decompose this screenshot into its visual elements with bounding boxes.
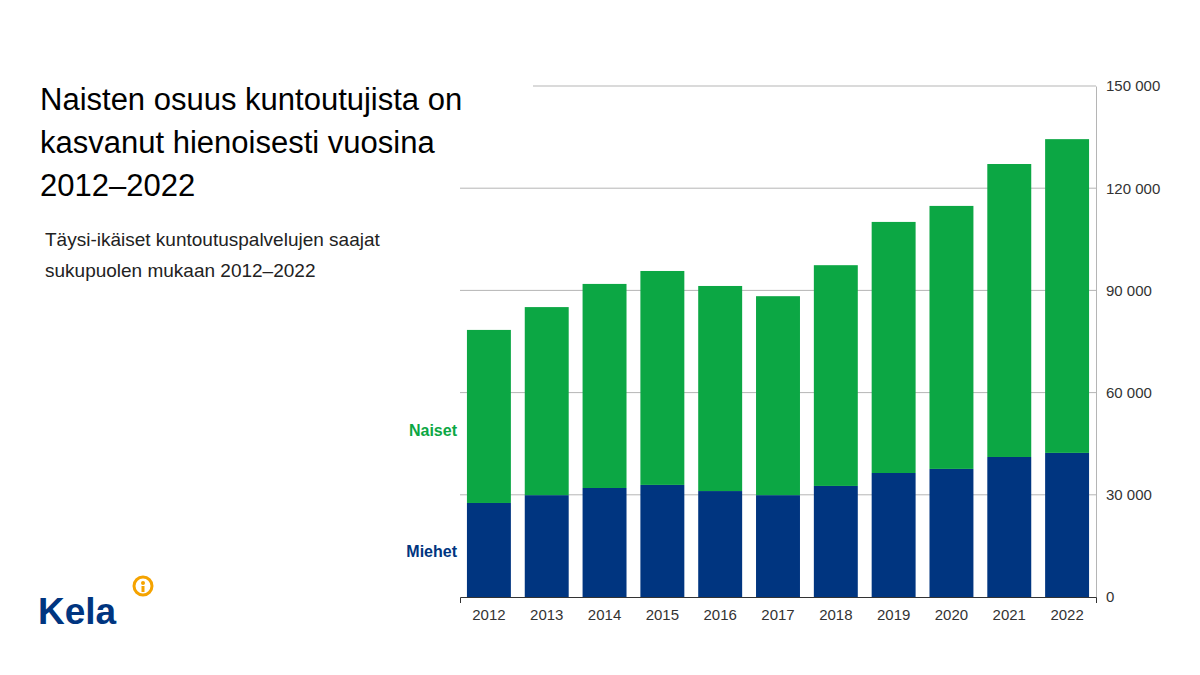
x-tick: 2016 — [703, 597, 736, 623]
subtitle: Täysi-ikäiset kuntoutuspalvelujen saajat… — [45, 229, 381, 281]
legend: Miehet Naiset — [406, 422, 457, 560]
bar — [525, 307, 569, 495]
x-tick-label: 2017 — [761, 606, 794, 623]
x-tick-label: 2018 — [819, 606, 852, 623]
texts: Naisten osuus kuntoutujista on kasvanut h… — [38, 82, 462, 632]
y-tick-label: 90 000 — [1106, 282, 1152, 299]
bar — [814, 265, 858, 486]
x-tick-mark — [835, 597, 836, 603]
x-tick-label: 2012 — [472, 606, 505, 623]
bar — [640, 271, 684, 485]
y-tick: 150 000 — [1096, 77, 1160, 94]
y-tick-label: 120 000 — [1106, 180, 1160, 197]
y-tick: 90 000 — [1096, 282, 1152, 299]
x-tick: 2022 — [1050, 597, 1083, 623]
logo-icon — [134, 577, 152, 595]
bar — [756, 495, 800, 597]
bar — [929, 469, 973, 597]
legend-label: Miehet — [406, 543, 457, 560]
y-tick: 0 — [1096, 588, 1114, 605]
bar — [987, 457, 1031, 597]
x-tick-label: 2016 — [703, 606, 736, 623]
bar — [640, 485, 684, 597]
y-axis: 0 30 000 60 000 90 000 120 000 150 000 — [1096, 77, 1160, 605]
x-tick-label: 2015 — [646, 606, 679, 623]
x-tick: 2012 — [472, 597, 505, 623]
bar — [987, 164, 1031, 457]
bar — [467, 503, 511, 597]
logo-icon-ring — [134, 577, 152, 595]
x-tick: 2021 — [993, 597, 1026, 623]
x-tick-mark — [951, 597, 952, 603]
bars — [467, 139, 1089, 597]
x-tick-mark — [720, 597, 721, 603]
grid — [460, 86, 1096, 495]
title: Naisten osuus kuntoutujista on kasvanut h… — [40, 82, 462, 203]
y-tick: 120 000 — [1096, 180, 1160, 197]
title-line: kasvanut hienoisesti vuosina — [40, 125, 435, 160]
bar — [583, 488, 627, 597]
title-line: Naisten osuus kuntoutujista on — [40, 82, 462, 117]
x-tick-mark — [546, 597, 547, 603]
x-tick-mark — [778, 597, 779, 603]
x-tick-mark — [1009, 597, 1010, 603]
y-tick: 60 000 — [1096, 384, 1152, 401]
x-tick-label: 2021 — [993, 606, 1026, 623]
logo-icon-bar — [142, 586, 145, 592]
bar-series — [467, 139, 1089, 503]
x-axis: 2012 2013 2014 2015 2016 2017 2018 2019 2020 2021… — [461, 597, 1097, 623]
grid-line — [533, 86, 1096, 87]
x-tick-mark — [488, 597, 489, 603]
logo-icon-dot — [141, 581, 145, 585]
bar — [929, 206, 973, 469]
bar — [525, 495, 569, 597]
x-tick: 2013 — [530, 597, 563, 623]
chart: Naisten osuus kuntoutujista on kasvanut h… — [0, 0, 1200, 675]
bar — [872, 473, 916, 597]
bar — [814, 486, 858, 597]
subtitle-line: sukupuolen mukaan 2012–2022 — [45, 260, 315, 281]
legend-label: Naiset — [409, 422, 458, 439]
x-tick: 2017 — [761, 597, 794, 623]
x-tick-label: 2020 — [935, 606, 968, 623]
bar — [1045, 139, 1089, 453]
bar — [467, 330, 511, 503]
x-tick: 2018 — [819, 597, 852, 623]
y-tick-label: 150 000 — [1106, 77, 1160, 94]
x-tick-label: 2014 — [588, 606, 621, 623]
bar — [583, 284, 627, 488]
x-tick-label: 2019 — [877, 606, 910, 623]
x-tick: 2020 — [935, 597, 968, 623]
x-tick-mark — [662, 597, 663, 603]
y-tick-label: 0 — [1106, 588, 1114, 605]
x-tick: 2015 — [646, 597, 679, 623]
x-tick-label: 2013 — [530, 606, 563, 623]
x-axis-line — [461, 598, 1097, 604]
bar — [698, 286, 742, 491]
logo: Kela — [38, 591, 117, 632]
y-axis-line — [1096, 87, 1097, 598]
bar — [698, 491, 742, 597]
bar — [872, 222, 916, 473]
y-tick-label: 60 000 — [1106, 384, 1152, 401]
x-tick-label: 2022 — [1050, 606, 1083, 623]
y-tick: 30 000 — [1096, 486, 1152, 503]
subtitle-line: Täysi-ikäiset kuntoutuspalvelujen saajat — [45, 229, 381, 250]
bar — [1045, 453, 1089, 597]
x-tick: 2014 — [588, 597, 621, 623]
y-tick-label: 30 000 — [1106, 486, 1152, 503]
x-tick-mark — [604, 597, 605, 603]
x-tick-mark — [893, 597, 894, 603]
bar — [756, 296, 800, 495]
x-tick: 2019 — [877, 597, 910, 623]
x-tick-mark — [1067, 597, 1068, 603]
title-line: 2012–2022 — [40, 168, 195, 203]
